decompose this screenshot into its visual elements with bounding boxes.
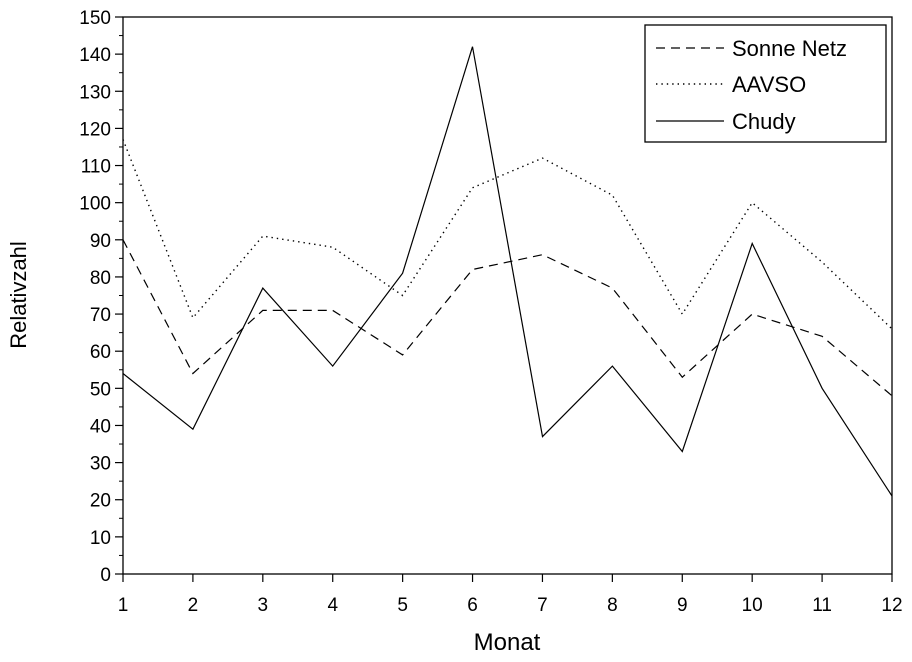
y-tick-label: 20	[90, 491, 111, 512]
x-tick-label: 8	[607, 595, 618, 616]
data-point-aavso	[331, 246, 334, 249]
x-tick-label: 3	[258, 595, 269, 616]
series-line-aavso	[122, 139, 893, 330]
legend: Sonne Netz AAVSO Chudy	[644, 24, 887, 143]
x-tick-label: 5	[397, 595, 408, 616]
data-point-aavso	[611, 194, 614, 197]
y-tick-label: 30	[90, 454, 111, 475]
data-point-sonne-netz	[471, 268, 474, 271]
x-tick-label: 4	[327, 595, 338, 616]
x-tick-label: 11	[812, 595, 832, 616]
data-point-aavso	[751, 201, 754, 204]
y-axis: 0 10 20 30 40 50 60 70 80 90 100 110 120 130 140 150	[79, 8, 123, 586]
legend-label-chudy: Chudy	[732, 109, 796, 134]
series-lines	[122, 46, 893, 497]
y-tick-label: 120	[79, 119, 111, 140]
y-tick-label: 130	[79, 82, 111, 103]
y-axis-label: Relativzahl	[6, 241, 31, 349]
series-line-sonne-netz	[122, 239, 893, 397]
x-tick-label: 10	[742, 595, 763, 616]
x-tick-label: 2	[188, 595, 199, 616]
x-tick-label: 12	[881, 595, 902, 616]
legend-box	[644, 24, 887, 143]
y-tick-label: 10	[90, 528, 111, 549]
y-tick-label: 110	[81, 157, 111, 178]
y-tick-label: 100	[79, 194, 111, 215]
x-tick-label: 9	[677, 595, 688, 616]
y-tick-label: 80	[90, 268, 111, 289]
y-tick-label: 60	[90, 342, 111, 363]
series-line-chudy	[122, 46, 893, 497]
x-tick-label: 7	[537, 595, 548, 616]
y-tick-label: 150	[79, 8, 111, 29]
data-point-aavso	[821, 261, 824, 264]
y-tick-label: 40	[90, 416, 111, 437]
x-axis-label: Monat	[474, 629, 541, 656]
x-tick-label: 1	[118, 595, 129, 616]
y-tick-label: 140	[79, 45, 111, 66]
data-point-sonne-netz	[611, 287, 614, 290]
x-axis: 1 2 3 4 5 6 7 8 9 10 11 12	[118, 574, 903, 616]
y-tick-label: 50	[90, 379, 111, 400]
y-tick-label: 70	[90, 305, 111, 326]
x-tick-label: 6	[467, 595, 478, 616]
y-tick-label: 0	[100, 565, 111, 586]
legend-label-aavso: AAVSO	[732, 72, 806, 97]
legend-label-sonne-netz: Sonne Netz	[732, 36, 847, 61]
y-tick-label: 90	[90, 231, 111, 252]
